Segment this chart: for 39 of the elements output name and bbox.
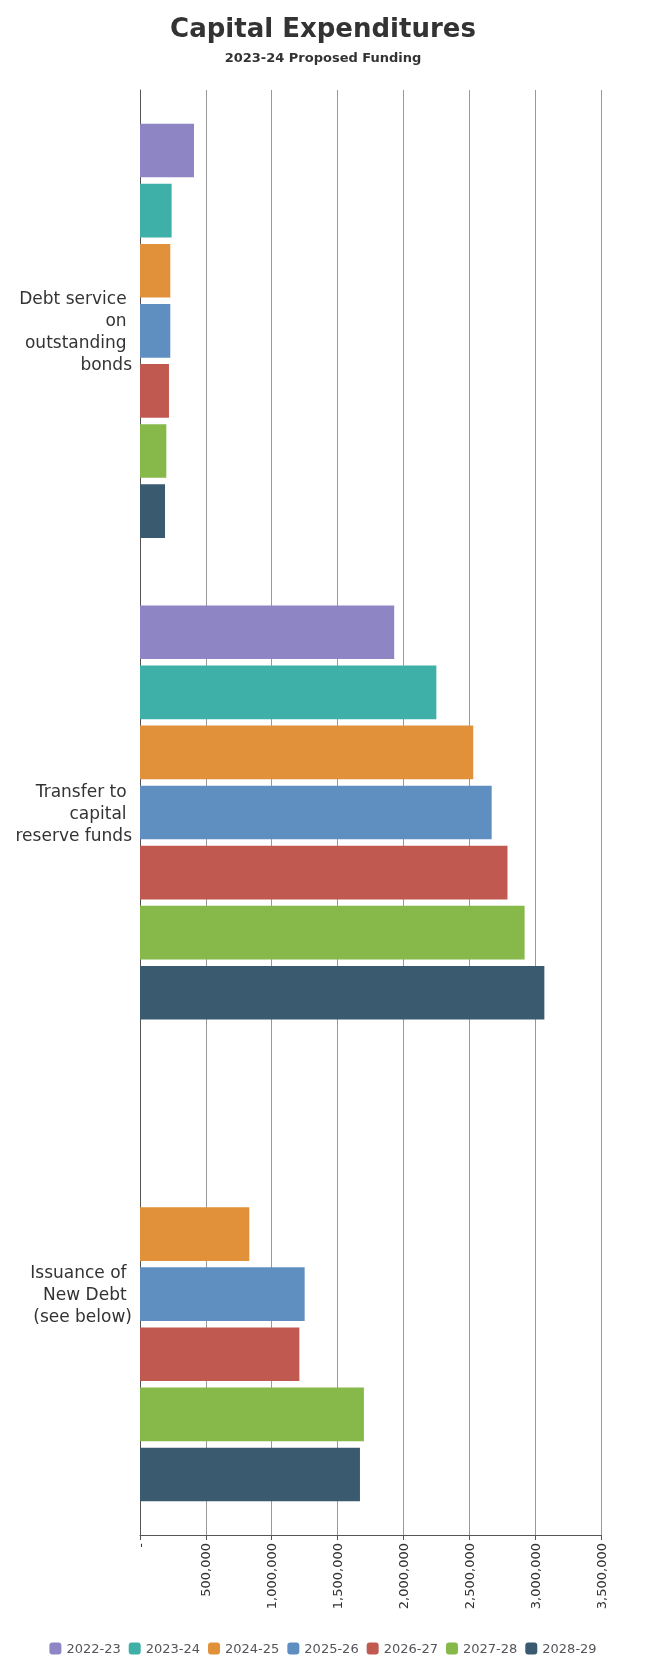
x-tick-label: -: [132, 1542, 148, 1548]
x-tick-label: 3,500,000: [593, 1543, 609, 1610]
bar: [140, 364, 169, 418]
bar: [140, 605, 395, 660]
bar: [140, 1327, 300, 1382]
bar: [140, 123, 194, 178]
bar: [140, 243, 171, 298]
chart-title: Capital Expenditures: [170, 13, 476, 43]
bar: [140, 1267, 305, 1321]
bar: [140, 1387, 364, 1442]
bar: [140, 725, 474, 780]
legend-label: 2024-25: [225, 1641, 280, 1656]
y-tick-label: Transfer to capital reserve funds: [15, 780, 133, 845]
bar: [140, 484, 166, 538]
bar: [140, 785, 492, 840]
legend-label: 2026-27: [383, 1641, 438, 1656]
legend-label: 2028-29: [542, 1641, 597, 1656]
x-tick-label: 2,000,000: [395, 1543, 411, 1610]
legend-label: 2025-26: [304, 1641, 359, 1656]
bar: [140, 304, 171, 358]
bar: [140, 905, 525, 960]
bar: [140, 965, 545, 1020]
x-tick-label: 1,000,000: [264, 1543, 280, 1610]
x-tick-label: 500,000: [198, 1543, 214, 1597]
x-tick-label: 1,500,000: [330, 1543, 346, 1610]
legend-label: 2027-28: [462, 1641, 518, 1656]
bar: [140, 183, 172, 238]
bar: [140, 845, 508, 900]
bar: [140, 1447, 360, 1502]
y-tick-label: Debt service on outstanding bonds: [19, 287, 133, 374]
y-tick-label: Issuance of New Debt (see below): [30, 1262, 132, 1327]
bar: [140, 665, 437, 720]
bar: [140, 1207, 250, 1261]
legend-label: 2023-24: [145, 1641, 201, 1656]
legend-label: 2022-23: [66, 1641, 121, 1656]
x-tick-label: 2,500,000: [461, 1543, 477, 1610]
x-tick-label: 3,000,000: [527, 1543, 543, 1610]
bar: [140, 424, 167, 478]
chart-subtitle: 2023-24 Proposed Funding: [224, 50, 422, 65]
